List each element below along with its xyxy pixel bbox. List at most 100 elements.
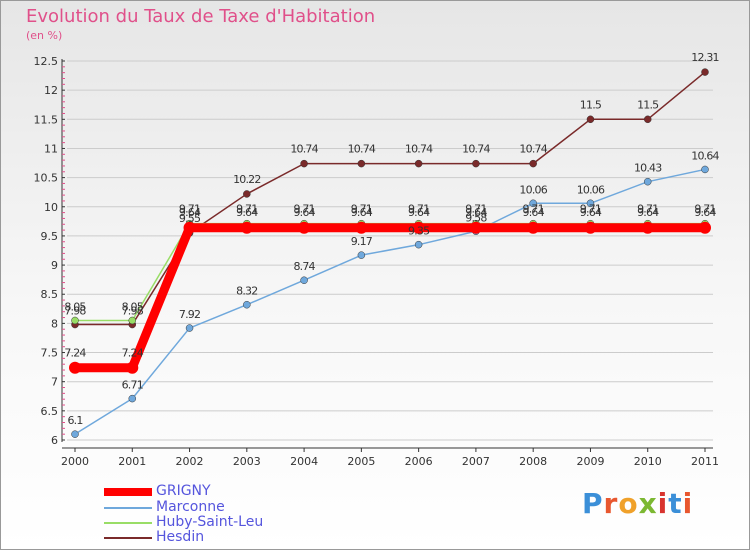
data-point [355,221,368,234]
legend-item-marconne: Marconne [104,499,254,515]
data-point [71,430,79,438]
data-label: 10.74 [290,143,318,156]
x-tick-label: 2009 [576,455,604,468]
legend-swatch [104,507,152,509]
y-tick-label: 11 [44,142,58,155]
data-point [300,159,308,168]
data-point [298,221,311,234]
data-point [586,199,595,208]
proxiti-logo: Proxiti [582,487,693,520]
data-label: 9.64 [236,206,258,219]
data-label: 9.71 [408,203,429,216]
data-point [69,361,81,374]
y-tick-label: 10.5 [34,172,59,185]
data-label: 9.71 [523,203,544,216]
data-point [357,159,366,168]
y-tick-label: 11.5 [34,113,59,126]
data-label: 7.24 [64,347,86,360]
data-point [643,115,652,124]
legend-swatch [104,537,152,539]
data-point [414,159,423,168]
series-line-grigny [75,223,705,373]
data-point [529,159,537,168]
data-label: 10.43 [634,162,662,175]
series-line-marconne [74,168,706,435]
logo-letter: x [638,487,658,520]
data-label: 9.64 [465,206,487,219]
y-tick-label: 7.5 [41,347,59,360]
data-label: 9.71 [637,203,658,216]
data-label: 9.35 [408,225,430,238]
data-label: 10.74 [405,143,433,156]
data-label: 8.32 [236,285,257,298]
logo-letter: i [657,487,669,520]
data-label: 10.06 [577,183,605,196]
data-label: 10.74 [348,143,376,156]
data-label: 7.98 [122,305,144,318]
logo-letter: r [603,487,619,520]
data-point [586,115,595,124]
data-point [527,221,540,234]
legend-label: GRIGNY [156,483,211,499]
x-tick-label: 2007 [462,455,490,468]
legend-label: Huby-Saint-Leu [156,514,264,530]
x-tick-label: 2005 [347,455,375,468]
data-point [643,177,652,186]
data-point [183,221,196,234]
data-label: 9.71 [351,203,372,216]
x-tick-label: 2004 [290,455,318,468]
data-label: 6.1 [67,414,82,427]
data-label: 10.06 [519,183,547,196]
data-label: 9.64 [580,206,602,219]
x-tick-label: 2006 [405,455,433,468]
x-tick-label: 2008 [519,455,547,468]
data-label: 8.74 [293,260,315,273]
data-point [584,221,597,234]
chart-unit: (en %) [26,29,63,42]
legend-label: Hesdin [156,529,205,545]
data-label: 9.64 [523,206,545,219]
data-point [126,361,139,374]
data-label: 9.64 [637,206,659,219]
data-point [128,316,137,325]
data-label: 8.05 [122,300,144,313]
data-point [128,394,137,403]
data-label: 10.22 [233,173,261,186]
data-label: 11.5 [580,98,602,111]
data-label: 9.71 [236,203,257,216]
legend-label: Marconne [156,499,225,515]
data-label: 9.17 [351,235,373,248]
data-label: 7.98 [64,305,86,318]
y-tick-label: 6 [51,434,58,447]
x-tick-label: 2002 [176,455,204,468]
data-label: 7.24 [122,347,144,360]
y-tick-label: 6.5 [41,405,59,418]
data-point [641,221,654,234]
logo-letter: o [618,487,639,520]
data-label: 12.31 [691,51,719,64]
legend-swatch [104,522,152,524]
data-label: 8.05 [64,300,86,313]
y-tick-label: 8.5 [41,288,59,301]
data-label: 10.74 [462,143,490,156]
x-tick-label: 2003 [233,455,261,468]
data-label: 9.71 [580,203,601,216]
data-label: 9.64 [694,206,716,219]
legend-swatch [104,488,152,496]
data-label: 9.58 [465,211,487,224]
y-tick-label: 12.5 [34,55,59,68]
y-tick-label: 7 [51,376,58,389]
logo-letter: i [682,487,694,520]
data-point [243,300,251,309]
legend-item-grigny: GRIGNY [104,483,254,499]
legend-item-huby-saint-leu: Huby-Saint-Leu [104,514,263,530]
data-point [701,68,709,76]
data-label: 9.64 [408,206,430,219]
y-tick-label: 9.5 [41,230,59,243]
data-point [529,199,537,208]
data-label: 7.92 [179,308,200,321]
data-label: 9.71 [465,203,486,216]
data-label: 10.64 [691,149,719,162]
